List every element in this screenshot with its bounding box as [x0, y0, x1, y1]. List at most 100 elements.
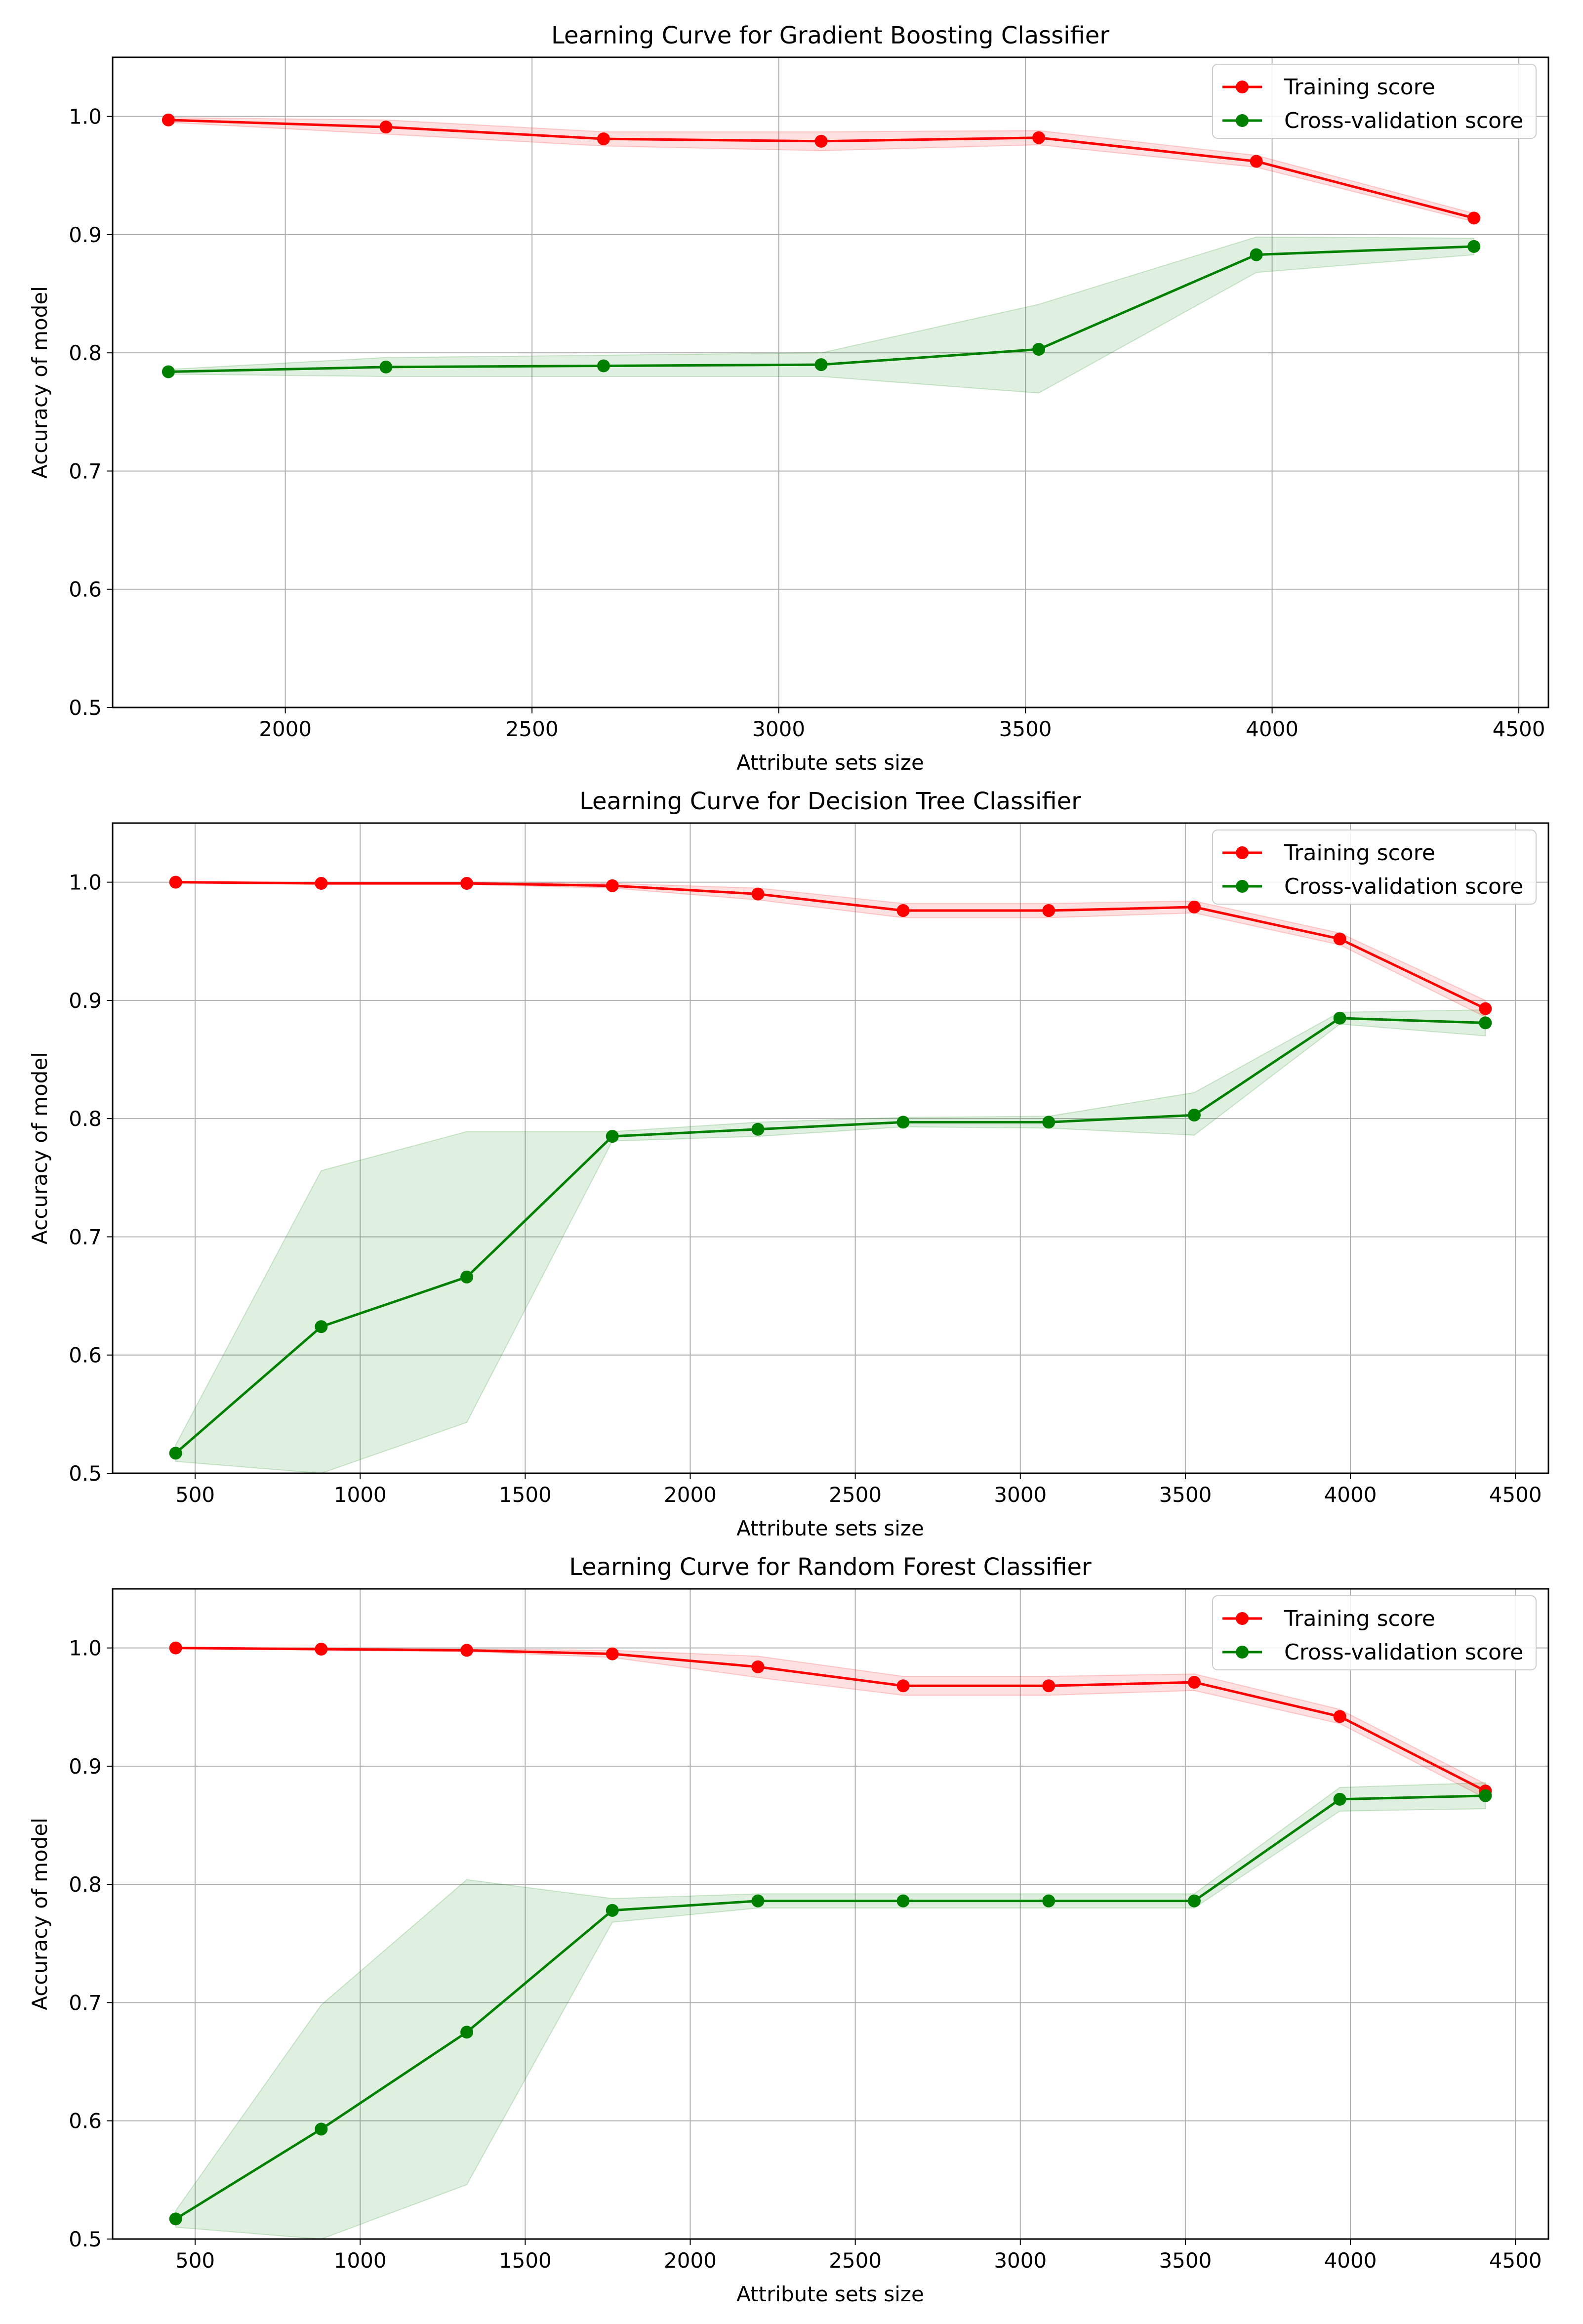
training-score-point	[315, 877, 328, 890]
y-tick-label: 0.6	[69, 2109, 102, 2133]
y-tick-label: 0.5	[69, 2227, 102, 2251]
chart-title: Learning Curve for Decision Tree Classif…	[579, 788, 1081, 815]
y-tick-label: 0.8	[69, 341, 102, 365]
training-score-point	[379, 121, 393, 134]
legend-training-swatch-marker	[1236, 81, 1249, 93]
cv-score-line	[175, 1794, 1486, 2220]
training-score-point	[162, 113, 175, 126]
y-axis-label: Accuracy of model	[28, 286, 52, 479]
training-score-point	[1032, 131, 1046, 144]
cv-score-band	[175, 1782, 1486, 2240]
legend: Training score Cross-validation score	[1212, 64, 1537, 139]
x-axis-label: Attribute sets size	[736, 750, 924, 775]
cv-score-point	[1187, 1894, 1201, 1908]
legend-box	[1212, 64, 1537, 139]
legend-cv-label: Cross-validation score	[1284, 108, 1523, 133]
legend-training-label: Training score	[1284, 840, 1435, 866]
x-tick-label: 4000	[1324, 1483, 1377, 1507]
training-score-point	[1479, 1002, 1492, 1015]
training-score-point	[814, 134, 828, 148]
training-score-point	[751, 1660, 765, 1673]
training-score-point	[1250, 155, 1263, 168]
cv-score-point	[1467, 240, 1481, 253]
cv-score-point	[751, 1894, 765, 1908]
x-tick-label: 500	[175, 2248, 215, 2273]
x-tick-label: 1000	[334, 2248, 387, 2273]
cv-score-point	[1042, 1116, 1055, 1129]
x-axis-label: Attribute sets size	[736, 2282, 924, 2306]
x-tick-label: 4000	[1324, 2248, 1377, 2273]
training-score-band	[175, 1647, 1486, 1799]
cv-score-point	[162, 365, 175, 378]
y-tick-label: 1.0	[69, 105, 102, 129]
x-tick-label: 3500	[1159, 1483, 1212, 1507]
cv-score-point	[597, 359, 610, 373]
legend: Training score Cross-validation score	[1212, 830, 1537, 905]
y-tick-label: 0.7	[69, 1991, 102, 2015]
legend-box	[1212, 830, 1537, 905]
x-tick-label: 4500	[1489, 1483, 1542, 1507]
legend-cv-swatch-marker	[1236, 880, 1249, 893]
training-score-point	[1187, 900, 1201, 913]
y-tick-label: 0.8	[69, 1872, 102, 1897]
x-tick-label: 2000	[664, 1483, 717, 1507]
gradient-boosting-panel: Learning Curve for Gradient Boosting Cla…	[28, 22, 1549, 775]
random-forest-panel: Learning Curve for Random Forest Classif…	[28, 1553, 1549, 2306]
training-score-point	[1042, 1679, 1055, 1693]
cv-score-point	[315, 2122, 328, 2136]
x-tick-label: 1000	[334, 1483, 387, 1507]
legend-box	[1212, 1595, 1537, 1670]
cv-score-band	[175, 1009, 1486, 1474]
training-score-line	[175, 1647, 1486, 1792]
training-score-point	[315, 1643, 328, 1656]
chart-title: Learning Curve for Random Forest Classif…	[569, 1553, 1092, 1581]
cv-score-point	[1479, 1789, 1492, 1802]
training-score-point	[597, 132, 610, 146]
cv-score-point	[460, 1270, 474, 1284]
training-score-point	[751, 887, 765, 901]
cv-score-point	[169, 1447, 182, 1460]
cv-score-band	[167, 236, 1475, 394]
training-score-point	[896, 904, 910, 917]
legend: Training score Cross-validation score	[1212, 1595, 1537, 1670]
training-score-point	[1333, 1710, 1346, 1723]
legend-cv-swatch-marker	[1236, 114, 1249, 127]
plot-frame	[112, 822, 1549, 1474]
cv-score-point	[460, 2026, 474, 2039]
training-score-point	[1467, 211, 1481, 225]
x-tick-label: 1500	[499, 1483, 552, 1507]
legend-training-label: Training score	[1284, 1606, 1435, 1631]
y-tick-label: 0.6	[69, 1343, 102, 1368]
cv-score-point	[169, 2212, 182, 2226]
cv-score-line	[175, 1017, 1486, 1454]
y-axis-label: Accuracy of model	[28, 1052, 52, 1245]
y-tick-label: 0.8	[69, 1107, 102, 1131]
cv-score-point	[606, 1130, 619, 1143]
x-tick-label: 2000	[259, 717, 312, 741]
x-tick-label: 2500	[829, 2248, 882, 2273]
cv-score-point	[814, 358, 828, 372]
training-score-point	[1042, 904, 1055, 917]
x-tick-label: 2500	[506, 717, 559, 741]
x-axis-label: Attribute sets size	[736, 1516, 924, 1540]
x-tick-label: 1500	[499, 2248, 552, 2273]
y-tick-label: 0.5	[69, 696, 102, 720]
x-tick-label: 2500	[829, 1483, 882, 1507]
cv-score-point	[896, 1894, 910, 1908]
y-axis-label: Accuracy of model	[28, 1818, 52, 2010]
x-tick-label: 3500	[1159, 2248, 1212, 2273]
training-score-point	[1333, 932, 1346, 946]
training-score-point	[460, 877, 474, 890]
x-tick-label: 4500	[1489, 2248, 1542, 2273]
y-tick-label: 1.0	[69, 1636, 102, 1660]
cv-score-point	[1479, 1016, 1492, 1030]
plot-frame	[112, 56, 1549, 708]
decision-tree-panel: Learning Curve for Decision Tree Classif…	[28, 788, 1549, 1540]
cv-score-point	[1032, 343, 1046, 356]
y-tick-label: 0.9	[69, 1754, 102, 1779]
cv-score-point	[315, 1320, 328, 1333]
y-tick-label: 0.9	[69, 989, 102, 1013]
plot-frame	[112, 1588, 1549, 2240]
cv-score-point	[1333, 1011, 1346, 1025]
cv-score-point	[1187, 1109, 1201, 1122]
